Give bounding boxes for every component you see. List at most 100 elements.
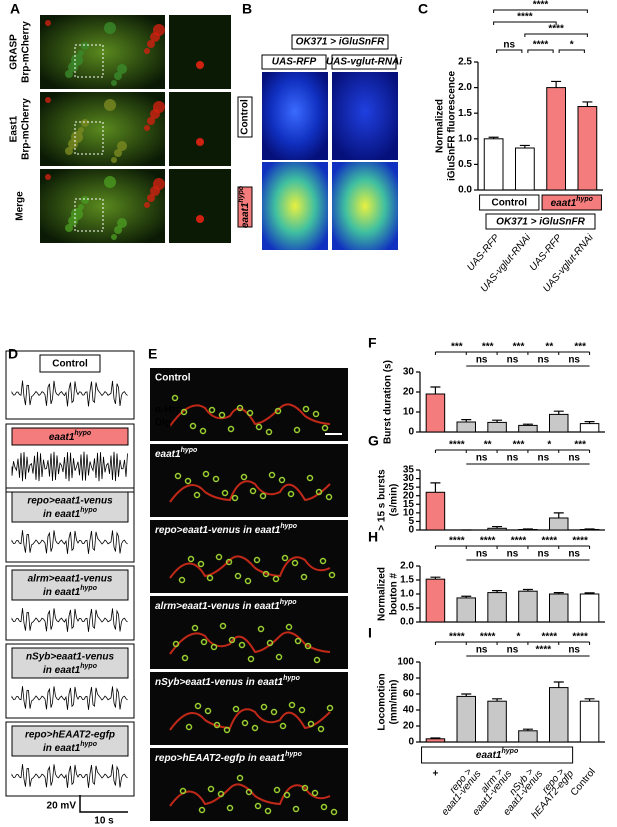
puncta [114, 72, 122, 80]
bar [518, 590, 538, 623]
bar [579, 700, 600, 743]
puncta [45, 20, 51, 26]
row-label: Control [240, 99, 251, 135]
bouton [179, 787, 187, 795]
bar [456, 597, 476, 623]
bar [549, 413, 569, 433]
puncta [114, 226, 122, 234]
error-bar [553, 592, 564, 594]
significance-label: ns [507, 645, 519, 656]
y-tick-label: 30 [403, 367, 415, 378]
error-bar [430, 737, 441, 739]
error-bar [461, 419, 472, 422]
bouton [285, 623, 293, 631]
bouton [304, 642, 312, 650]
bar [483, 138, 504, 191]
significance-bracket [524, 33, 588, 37]
significance-bracket [527, 49, 554, 53]
bouton [240, 473, 248, 481]
error-bar [492, 419, 503, 423]
row-label-text: repo>hEAAT2-egfp in eaat1 [155, 753, 286, 764]
trace-frame [5, 350, 135, 420]
column-label: UAS-RFP [272, 57, 317, 68]
y-tick-label: 100 [397, 657, 414, 668]
label-box [11, 647, 129, 679]
row-label: nSyb>eaat1-venus in eaat1hypo [155, 675, 301, 687]
bouton [193, 491, 201, 499]
row-label-sup: hypo [238, 185, 245, 202]
label-box [39, 354, 101, 373]
panel-label: E [148, 346, 157, 362]
puncta [150, 109, 160, 119]
bouton [189, 422, 197, 430]
puncta [65, 224, 73, 232]
significance-label: ** [545, 342, 553, 353]
significance-label: ns [476, 549, 488, 560]
puncta [104, 99, 116, 111]
bouton [259, 492, 267, 500]
bouton [246, 409, 254, 417]
bar [425, 491, 446, 531]
puncta [196, 215, 204, 223]
bouton [307, 720, 315, 728]
row-label: Brp-mCherry [21, 98, 32, 160]
bouton [268, 471, 276, 479]
bouton [234, 572, 242, 580]
genotype: OK371 > iGluSnFR [296, 37, 385, 48]
puncta [81, 119, 89, 127]
trace-label-text: in eaat1 [43, 665, 81, 676]
y-tick-label: 20 [403, 721, 415, 732]
scale-bar [79, 795, 128, 813]
bouton [236, 774, 244, 782]
trace-frame [5, 565, 135, 641]
bouton [326, 704, 334, 712]
bouton [178, 576, 186, 584]
trace-label-sup: hypo [80, 585, 97, 592]
bar [487, 421, 507, 433]
row-label: alrm>eaat1-venus in eaat1hypo [155, 599, 297, 611]
error-bar [430, 482, 441, 493]
puncta [117, 64, 127, 74]
y-tick-label: 80 [403, 673, 415, 684]
nmj-image [150, 748, 348, 821]
bouton [197, 560, 205, 568]
puncta [78, 204, 84, 210]
row-label: Control [155, 373, 191, 384]
panel-label: I [368, 625, 372, 641]
significance-label: ns [537, 355, 549, 366]
significance-label: *** [574, 440, 586, 451]
group-box [421, 746, 574, 764]
y-tick-label: 0.0 [458, 185, 472, 196]
bouton [255, 423, 263, 431]
significance-label: ns [507, 355, 519, 366]
significance-label: *** [482, 342, 494, 353]
bouton [245, 788, 253, 796]
bouton [294, 637, 302, 645]
row-label: eaat1hypo [238, 185, 250, 228]
bar [518, 730, 538, 743]
y-tick-label: 2.0 [400, 561, 414, 572]
bouton [219, 622, 227, 630]
y-tick-label: 20 [403, 490, 415, 501]
y-tick-label: 10 [403, 407, 415, 418]
y-tick-label: 0.5 [400, 603, 414, 614]
axon [169, 555, 331, 579]
y-axis-label: Normalized [377, 567, 388, 621]
micrograph-zoom [169, 169, 231, 243]
bouton [187, 555, 195, 563]
bouton [221, 489, 229, 497]
significance-label: *** [513, 342, 525, 353]
group-label: Control [491, 198, 527, 209]
trace-label: in eaat1hypo [43, 507, 98, 519]
significance-label: **** [480, 632, 496, 643]
roi-box [74, 44, 104, 78]
trace-frame [5, 487, 135, 563]
bouton [287, 490, 295, 498]
significance-label: ns [507, 549, 519, 560]
significance-label: **** [548, 24, 564, 35]
bouton [194, 702, 202, 710]
bouton [238, 641, 246, 649]
stain-label: α-Hrp [155, 405, 182, 416]
bouton [281, 554, 289, 562]
error-bar [584, 528, 595, 530]
